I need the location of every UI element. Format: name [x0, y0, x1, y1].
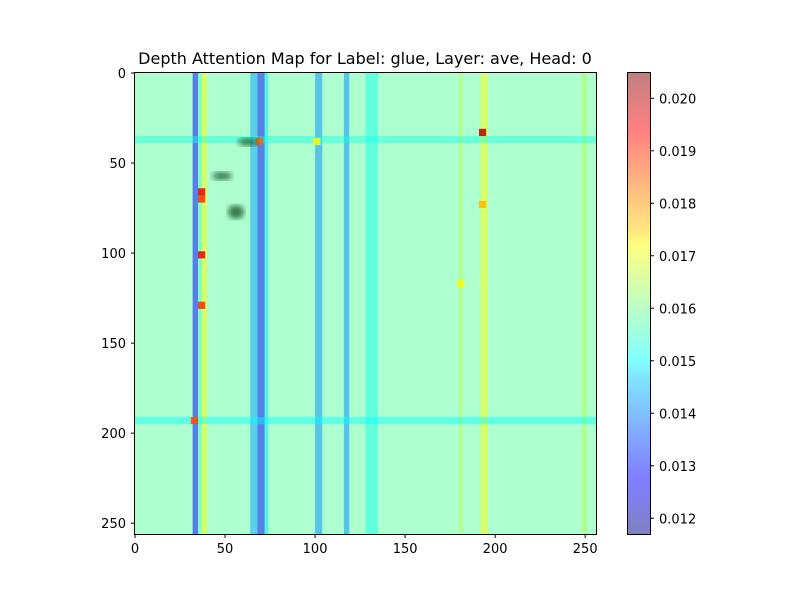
x-axis: 0 50 100 150 200 250 [131, 534, 598, 557]
heatmap-hot-cell [255, 137, 263, 146]
y-tick-label: 200 [101, 427, 126, 442]
heatmap-row-band [135, 416, 596, 425]
heatmap-column-band [459, 73, 463, 534]
y-tick-label: 100 [101, 247, 126, 262]
heatmap-hot-cell [478, 200, 487, 209]
heatmap-column-band [315, 73, 323, 534]
colorbar-tick-label: 0.014 [659, 407, 696, 422]
colorbar-tick-label: 0.018 [659, 197, 696, 212]
x-tick-label: 0 [131, 542, 139, 557]
heatmap-column-band [192, 73, 199, 534]
y-tick-label: 250 [101, 517, 126, 532]
heatmap-column-band [257, 73, 265, 534]
heatmap-hot-cell [478, 128, 487, 137]
heatmap-hot-cell [198, 301, 206, 309]
dark-blob [238, 138, 258, 146]
colorbar-tick-label: 0.016 [659, 302, 696, 317]
colorbar-tick-label: 0.019 [659, 145, 696, 160]
x-tick-label: 100 [303, 542, 328, 557]
colorbar-tick-label: 0.013 [659, 460, 696, 475]
colorbar-tick-label: 0.012 [659, 512, 696, 527]
y-tick-label: 150 [101, 337, 126, 352]
dark-blob-group [212, 138, 258, 219]
heatmap-column-band [264, 73, 269, 534]
x-tick-label: 150 [393, 542, 418, 557]
heatmap-column-band [365, 73, 379, 534]
heatmap-hot-cell [313, 137, 321, 146]
heatmap-column-band [250, 73, 258, 534]
heatmap-column-band [581, 73, 587, 534]
heatmap-hot-cell [198, 251, 206, 259]
colorbar-tick-label: 0.020 [659, 92, 696, 107]
heatmap-hot-cell [198, 195, 206, 203]
colorbar-gradient [627, 72, 650, 534]
x-tick-label: 200 [483, 542, 508, 557]
colorbar: 0.012 0.013 0.014 0.015 0.016 0.017 0.018 0.019… [627, 72, 696, 535]
x-tick-label: 250 [573, 542, 598, 557]
heatmap-hot-cell [190, 416, 199, 425]
y-axis: 0 50 100 150 200 250 [101, 67, 135, 532]
colorbar-tick-label: 0.017 [659, 250, 696, 265]
x-tick-label: 50 [217, 542, 234, 557]
y-tick-label: 50 [109, 157, 126, 172]
heatmap-column-band [343, 73, 350, 534]
heatmap-hot-cell [198, 188, 206, 196]
colorbar-frame [627, 72, 651, 535]
dark-blob [228, 205, 244, 219]
plot-area [135, 73, 596, 534]
y-tick-label: 0 [118, 67, 126, 82]
chart-title: Depth Attention Map for Label: glue, Lay… [138, 49, 592, 68]
heatmap-column-band [480, 73, 488, 534]
dark-blob [212, 172, 232, 180]
heatmap-hot-cell [457, 280, 465, 288]
colorbar-tick-label: 0.015 [659, 355, 696, 370]
heatmap-row-band [135, 136, 596, 144]
plot-frame [134, 72, 597, 535]
